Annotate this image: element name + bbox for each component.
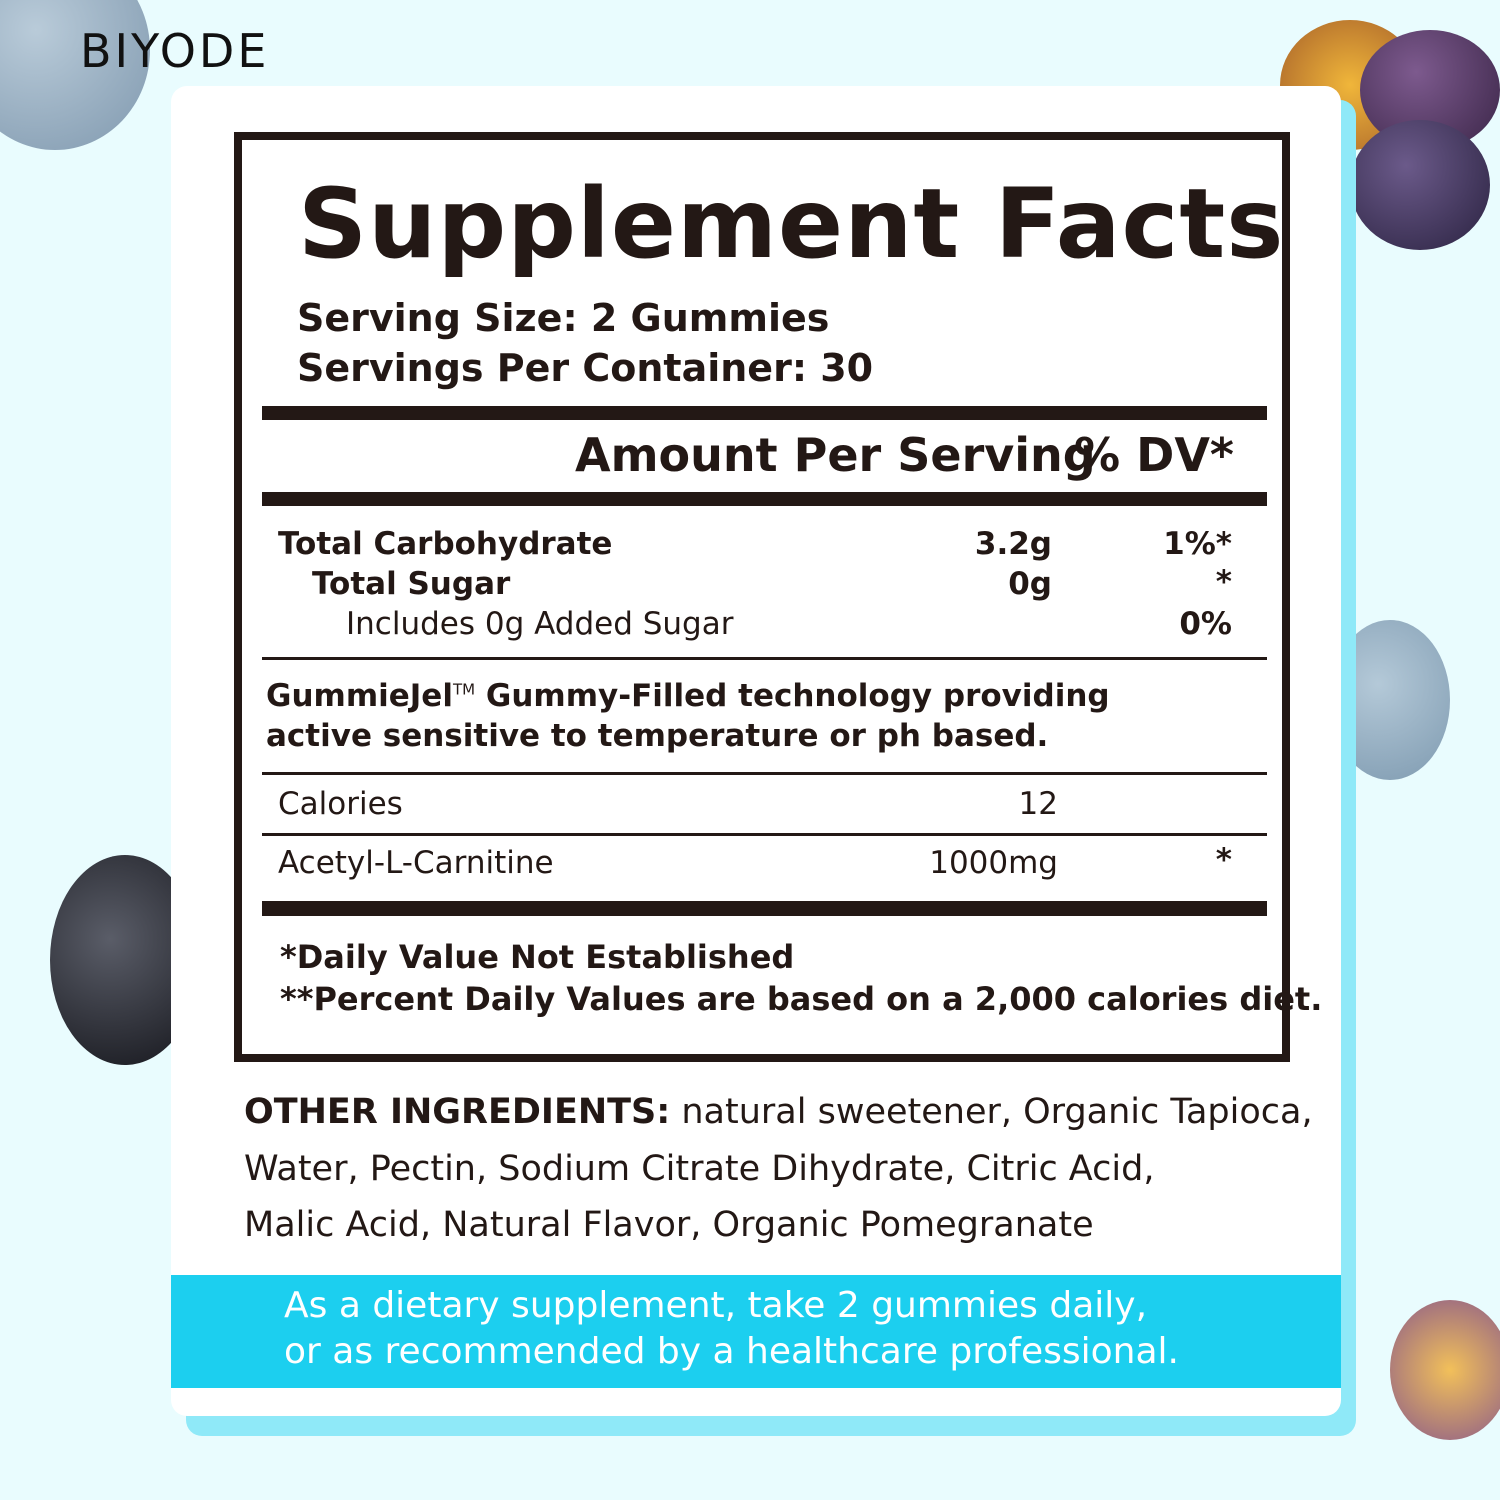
- brand-logo: BIYODE: [80, 24, 270, 78]
- nutrient-amount: 0g: [1008, 566, 1052, 602]
- ingredient-name: Acetyl-L-Carnitine: [278, 845, 554, 881]
- footnote: *Daily Value Not Established: [280, 938, 795, 976]
- serving-size: Serving Size: 2 Gummies: [297, 296, 830, 340]
- divider: [262, 657, 1267, 660]
- tech-text: Gummy-Filled technology providing: [485, 678, 1110, 714]
- nutrient-name: Total Carbohydrate: [278, 526, 613, 562]
- divider: [262, 833, 1267, 836]
- tech-brand: GummieJel: [266, 678, 453, 714]
- ingredient-dv: *: [1215, 842, 1232, 878]
- servings-per-container: Servings Per Container: 30: [297, 346, 874, 390]
- card: [171, 86, 1341, 1416]
- trademark: TM: [452, 680, 476, 699]
- nutrient-dv: *: [1215, 564, 1232, 600]
- header-dv: % DV*: [1074, 428, 1234, 482]
- nutrient-amount: 3.2g: [974, 526, 1052, 562]
- ingredient-amount: 1000mg: [929, 845, 1058, 881]
- nutrient-dv: 1%*: [1163, 526, 1232, 562]
- footnote: **Percent Daily Values are based on a 2,…: [280, 980, 1323, 1018]
- divider: [262, 901, 1267, 916]
- divider: [262, 772, 1267, 775]
- nutrient-dv: 0%: [1179, 606, 1232, 642]
- calories-value: 12: [1018, 786, 1058, 822]
- divider: [262, 406, 1267, 420]
- directions-band: As a dietary supplement, take 2 gummies …: [171, 1275, 1341, 1388]
- other-ingredients-text: natural sweetener, Organic Tapioca,: [681, 1092, 1313, 1132]
- label-title: Supplement Facts: [298, 168, 1285, 280]
- other-ingredients-line-3: Malic Acid, Natural Flavor, Organic Pome…: [244, 1205, 1094, 1245]
- supplement-facts-box: [234, 132, 1290, 1062]
- other-ingredients-line-2: Water, Pectin, Sodium Citrate Dihydrate,…: [244, 1149, 1155, 1189]
- other-ingredients-line-1: OTHER INGREDIENTS: natural sweetener, Or…: [244, 1092, 1313, 1132]
- nutrient-name: Includes 0g Added Sugar: [346, 606, 734, 642]
- nutrient-name: Total Sugar: [312, 566, 511, 602]
- directions-line-1: As a dietary supplement, take 2 gummies …: [284, 1285, 1148, 1326]
- plum-image: [1350, 120, 1490, 250]
- divider: [262, 492, 1267, 506]
- calories-label: Calories: [278, 786, 403, 822]
- tech-line-2: active sensitive to temperature or ph ba…: [266, 718, 1049, 754]
- tech-line-1: GummieJelTM Gummy-Filled technology prov…: [266, 678, 1110, 714]
- directions-line-2: or as recommended by a healthcare profes…: [284, 1331, 1179, 1372]
- plum-image: [1390, 1300, 1500, 1440]
- other-ingredients-heading: OTHER INGREDIENTS:: [244, 1092, 671, 1132]
- header-amount: Amount Per Serving: [575, 428, 1096, 482]
